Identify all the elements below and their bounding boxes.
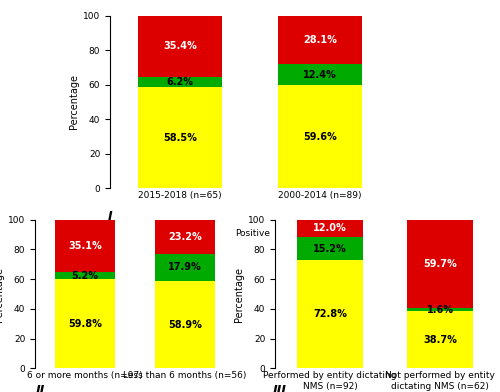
Bar [407,311,473,368]
Bar [55,279,115,368]
Text: 72.8%: 72.8% [313,309,347,319]
Bar [407,309,473,311]
Bar [278,64,362,85]
Text: 58.5%: 58.5% [163,133,197,143]
Text: 58.9%: 58.9% [168,319,202,330]
Text: I: I [108,210,112,223]
Text: III: III [273,384,287,392]
Text: 5.2%: 5.2% [72,270,99,281]
Text: 1.6%: 1.6% [426,305,454,315]
Text: 38.7%: 38.7% [423,335,457,345]
Y-axis label: Percentage: Percentage [0,267,4,321]
Text: 15.2%: 15.2% [313,244,347,254]
Bar [55,272,115,279]
Text: 12.0%: 12.0% [313,223,347,234]
Bar [155,281,215,368]
Text: 23.2%: 23.2% [168,232,202,242]
Bar [155,220,215,254]
Text: 35.4%: 35.4% [163,41,197,51]
Y-axis label: Percentage: Percentage [234,267,244,321]
Bar [138,76,222,87]
Bar [278,16,362,64]
Text: 59.8%: 59.8% [68,319,102,329]
Legend: Neutral, Positive, Negative: Neutral, Positive, Negative [166,225,334,241]
Bar [407,220,473,309]
Text: 59.7%: 59.7% [423,259,457,269]
Bar [297,260,363,368]
Bar [138,16,222,76]
Bar [55,220,115,272]
Text: 59.6%: 59.6% [303,132,337,142]
Text: 28.1%: 28.1% [303,35,337,45]
Text: II: II [36,384,44,392]
Bar [297,220,363,238]
Bar [297,238,363,260]
Y-axis label: Percentage: Percentage [69,74,79,129]
Text: 6.2%: 6.2% [166,77,194,87]
Text: 17.9%: 17.9% [168,262,202,272]
Text: 35.1%: 35.1% [68,241,102,250]
Text: 12.4%: 12.4% [303,70,337,80]
Bar [155,254,215,281]
Bar [138,87,222,188]
Bar [278,85,362,188]
